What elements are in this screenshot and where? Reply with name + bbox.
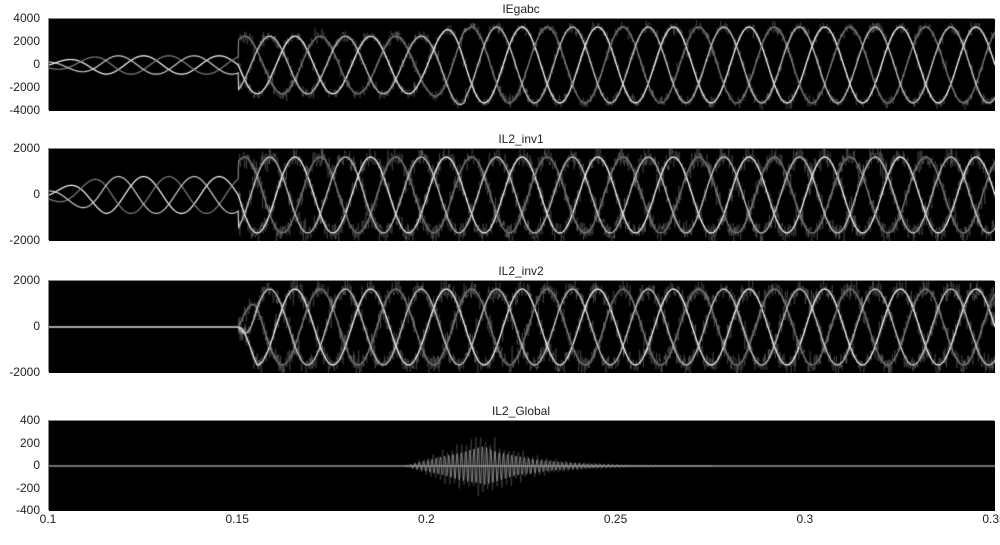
p4-ytick: 200 [0,436,40,450]
p2-title: IL2_inv1 [48,132,994,146]
p2-canvas [49,149,995,241]
p4-title: IL2_Global [48,404,994,418]
p1-ytick: 4000 [0,11,40,25]
p3-ytick: 0 [0,319,40,333]
xaxis-tick: 0.3 [796,512,813,526]
p3-ytick: 2000 [0,273,40,287]
p1-ytick: 2000 [0,34,40,48]
p4-ytick: 400 [0,413,40,427]
xaxis-tick: 0.35 [982,512,1000,526]
p4-ytick: 0 [0,458,40,472]
p3-plot-area [48,280,994,372]
p1-ytick: -4000 [0,103,40,117]
p4-ytick: -400 [0,503,40,517]
xaxis-tick: 0.2 [418,512,435,526]
p3-ytick: -2000 [0,365,40,379]
xaxis-tick: 0.15 [226,512,249,526]
xaxis-tick: 0.25 [604,512,627,526]
p3-title: IL2_inv2 [48,264,994,278]
figure: IEgabc-4000-2000020004000IL2_inv1-200002… [0,0,1000,545]
p1-plot-area [48,18,994,110]
p4-ytick: -200 [0,481,40,495]
p1-ytick: -2000 [0,80,40,94]
p1-title: IEgabc [48,2,994,16]
p1-canvas [49,19,995,111]
p2-plot-area [48,148,994,240]
p4-plot-area [48,420,994,510]
xaxis-tick: 0.1 [40,512,57,526]
p2-ytick: -2000 [0,233,40,247]
p3-canvas [49,281,995,373]
p2-ytick: 0 [0,187,40,201]
p4-canvas [49,421,995,511]
p2-ytick: 2000 [0,141,40,155]
p1-ytick: 0 [0,57,40,71]
